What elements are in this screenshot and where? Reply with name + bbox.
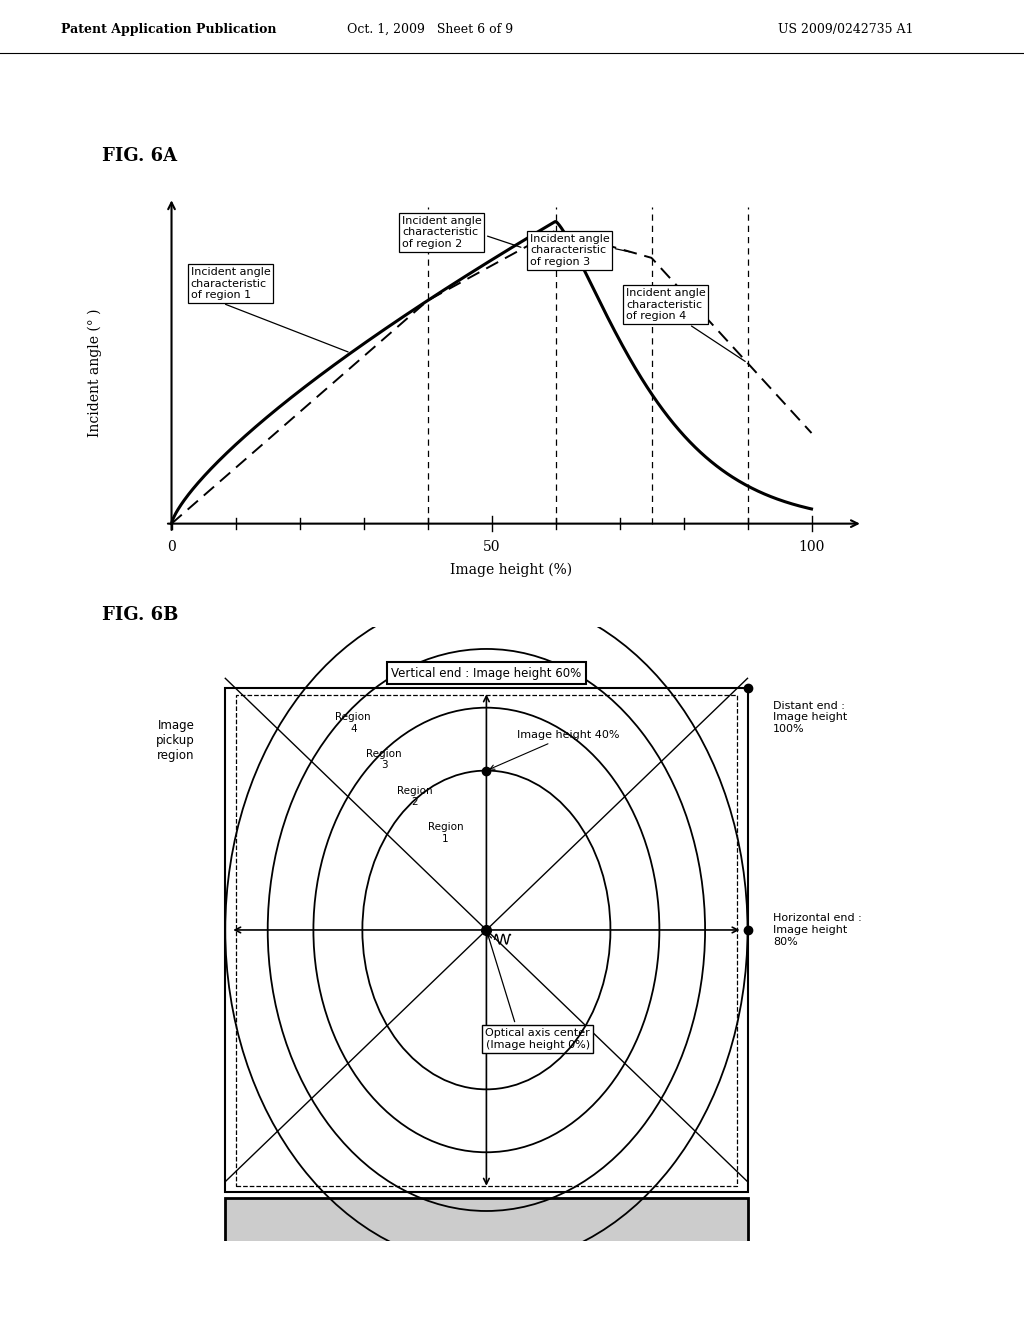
Text: Patent Application Publication: Patent Application Publication (61, 22, 276, 36)
Text: Optical axis center
(Image height 0%): Optical axis center (Image height 0%) (485, 935, 590, 1049)
Bar (236, 694, 737, 1185)
Text: Oct. 1, 2009   Sheet 6 of 9: Oct. 1, 2009 Sheet 6 of 9 (347, 22, 513, 36)
Text: Image height 40%: Image height 40% (490, 730, 620, 770)
Text: Image height (%): Image height (%) (450, 562, 571, 577)
Text: FIG. 6B: FIG. 6B (102, 606, 179, 623)
Text: Incident angle
characteristic
of region 2: Incident angle characteristic of region … (401, 215, 521, 248)
Text: US 2009/0242735 A1: US 2009/0242735 A1 (778, 22, 913, 36)
Text: FIG. 6A: FIG. 6A (102, 147, 177, 165)
Text: Incident angle
characteristic
of region 4: Incident angle characteristic of region … (626, 288, 745, 362)
Bar (225, 1197, 748, 1247)
Text: Region
2: Region 2 (397, 785, 432, 808)
Text: Incident angle (° ): Incident angle (° ) (87, 309, 102, 437)
Text: Region
1: Region 1 (428, 822, 463, 843)
Text: Vertical end : Image height 60%: Vertical end : Image height 60% (391, 667, 582, 680)
Bar (225, 689, 748, 1192)
Text: Incident angle
characteristic
of region 3: Incident angle characteristic of region … (530, 234, 630, 267)
Text: 50: 50 (482, 540, 501, 554)
Text: Horizontal end :
Image height
80%: Horizontal end : Image height 80% (773, 913, 862, 946)
Text: Distant end :
Image height
100%: Distant end : Image height 100% (773, 701, 848, 734)
Text: Image
pickup
region: Image pickup region (156, 719, 195, 762)
Text: Incident angle
characteristic
of region 1: Incident angle characteristic of region … (190, 267, 348, 352)
Text: 100: 100 (799, 540, 824, 554)
Text: Region
4: Region 4 (336, 711, 371, 734)
Text: Region
3: Region 3 (367, 748, 401, 771)
Text: 0: 0 (167, 540, 176, 554)
